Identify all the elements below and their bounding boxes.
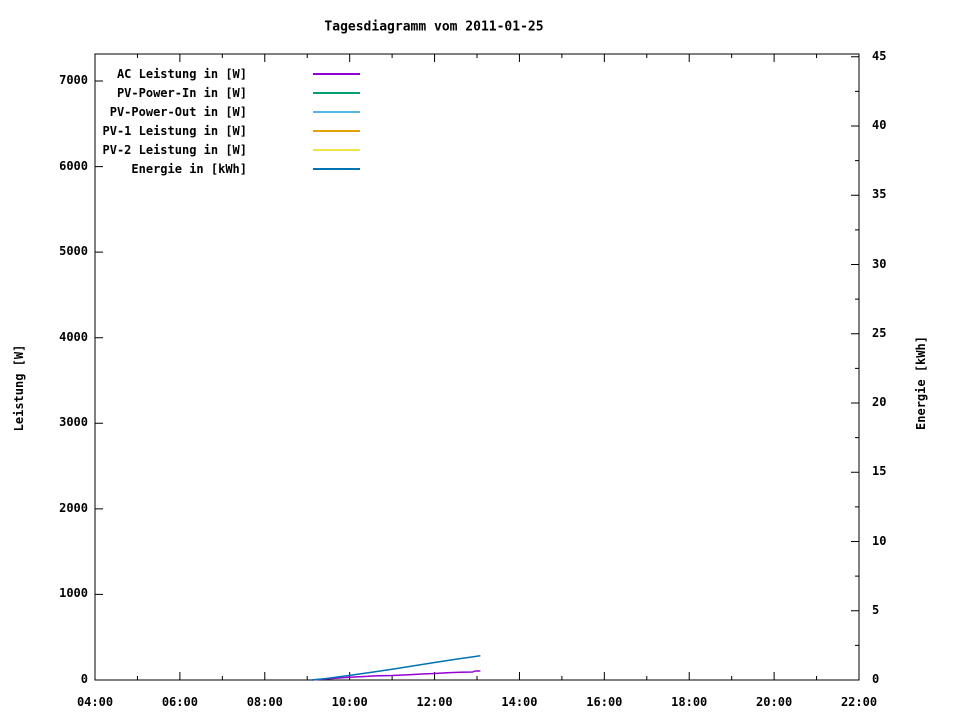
y2-tick-label: 15 bbox=[872, 464, 887, 479]
axis-ticks bbox=[94, 54, 860, 681]
legend-item: Energie in [kWh] bbox=[100, 159, 360, 178]
y-tick-label: 5000 bbox=[59, 244, 88, 259]
y2-tick-label: 0 bbox=[872, 672, 880, 686]
x-tick-label: 16:00 bbox=[586, 695, 623, 709]
y-tick-label: 6000 bbox=[59, 158, 88, 173]
legend-label: Energie in [kWh] bbox=[131, 161, 247, 176]
x-tick-label: 22:00 bbox=[840, 695, 878, 709]
x-tick-label: 08:00 bbox=[246, 695, 283, 709]
legend-item: PV-Power-In in [W] bbox=[100, 83, 360, 102]
x-tick-label: 14:00 bbox=[501, 695, 538, 709]
y-tick-label: 7000 bbox=[59, 73, 88, 88]
legend-color-line bbox=[313, 91, 360, 94]
y-tick-label: 1000 bbox=[59, 586, 88, 601]
x-tick-label: 18:00 bbox=[671, 695, 708, 709]
legend-item: AC Leistung in [W] bbox=[100, 64, 360, 83]
legend-color-line bbox=[313, 110, 360, 113]
series-line bbox=[311, 655, 481, 681]
legend-item: PV-Power-Out in [W] bbox=[100, 102, 360, 121]
legend-item: PV-2 Leistung in [W] bbox=[100, 140, 360, 159]
legend-color-line bbox=[313, 148, 360, 151]
y2-tick-label: 5 bbox=[872, 602, 880, 617]
legend-label: PV-Power-In in [W] bbox=[116, 85, 247, 100]
y2-tick-label: 30 bbox=[872, 256, 887, 271]
y2-tick-label: 45 bbox=[872, 48, 887, 63]
y-tick-label: 0 bbox=[80, 672, 88, 686]
legend-label: PV-2 Leistung in [W] bbox=[102, 142, 248, 157]
series-line bbox=[311, 670, 481, 681]
y-tick-label: 2000 bbox=[59, 500, 88, 515]
y2-tick-label: 10 bbox=[872, 533, 887, 548]
legend-item: PV-1 Leistung in [W] bbox=[100, 121, 360, 140]
y-tick-label: 4000 bbox=[59, 329, 88, 344]
x-tick-label: 04:00 bbox=[76, 695, 114, 709]
x-tick-label: 10:00 bbox=[331, 695, 368, 709]
legend-label: PV-1 Leistung in [W] bbox=[102, 123, 248, 138]
y2-tick-label: 35 bbox=[872, 187, 887, 202]
legend-color-line bbox=[313, 167, 360, 170]
x-tick-label: 12:00 bbox=[416, 695, 453, 709]
y2-tick-label: 25 bbox=[872, 325, 887, 340]
y-axis-label: Leistung [W] bbox=[12, 344, 26, 432]
x-tick-label: 06:00 bbox=[161, 695, 198, 709]
chart-title: Tagesdiagramm vom 2011-01-25 bbox=[324, 19, 544, 35]
legend: AC Leistung in [W] PV-Power-In in [W] PV-P… bbox=[100, 64, 360, 178]
legend-label: AC Leistung in [W] bbox=[116, 66, 247, 81]
y-tick-label: 3000 bbox=[59, 415, 88, 430]
y2-axis-label: Energie [kWh] bbox=[914, 336, 928, 430]
x-tick-label: 20:00 bbox=[756, 695, 793, 709]
y2-tick-label: 40 bbox=[872, 118, 887, 133]
legend-color-line bbox=[313, 129, 360, 132]
legend-color-line bbox=[313, 72, 360, 75]
series-lines bbox=[311, 655, 481, 681]
y2-tick-label: 20 bbox=[872, 395, 887, 409]
legend-label: PV-Power-Out in [W] bbox=[109, 104, 247, 119]
